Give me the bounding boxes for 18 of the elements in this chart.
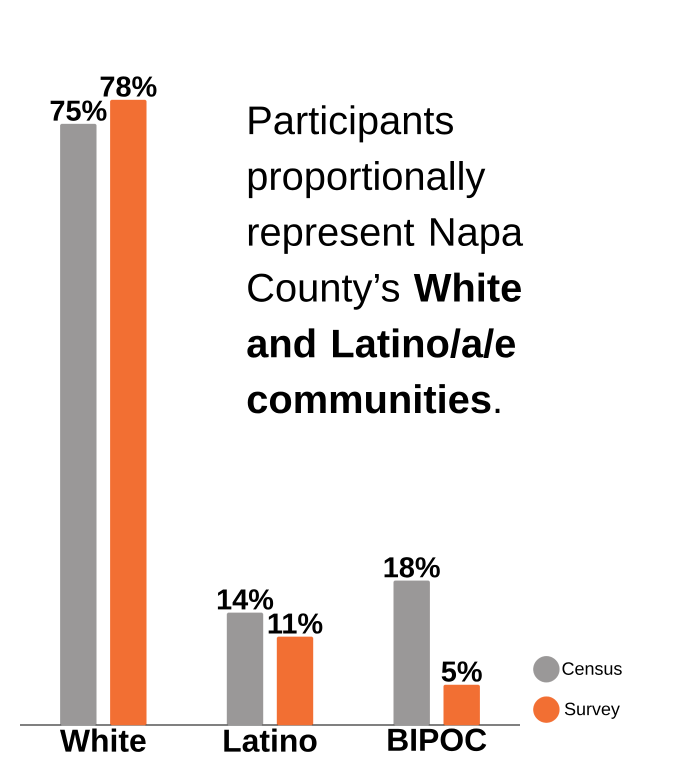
data-label: 18% — [384, 557, 440, 578]
data-label: 5% — [442, 661, 482, 682]
bar — [276, 636, 314, 726]
legend-label: Census — [562, 662, 622, 675]
legend-label: Survey — [564, 702, 620, 719]
data-label: 11% — [268, 613, 322, 634]
data-label: 75% — [50, 100, 106, 121]
data-label: 78% — [100, 76, 156, 97]
bar — [443, 684, 480, 726]
bar — [110, 100, 147, 726]
annotation: Participants proportionally represent Napa County’s White and Latino/a/e communities. — [247, 105, 524, 414]
bar — [393, 580, 430, 726]
bar — [226, 612, 264, 726]
x-tick-label: BIPOC — [388, 728, 486, 752]
data-label: 14% — [218, 589, 274, 610]
x-tick-label: Latino — [224, 728, 317, 752]
x-tick-label: White — [60, 728, 146, 752]
bar — [60, 124, 97, 726]
